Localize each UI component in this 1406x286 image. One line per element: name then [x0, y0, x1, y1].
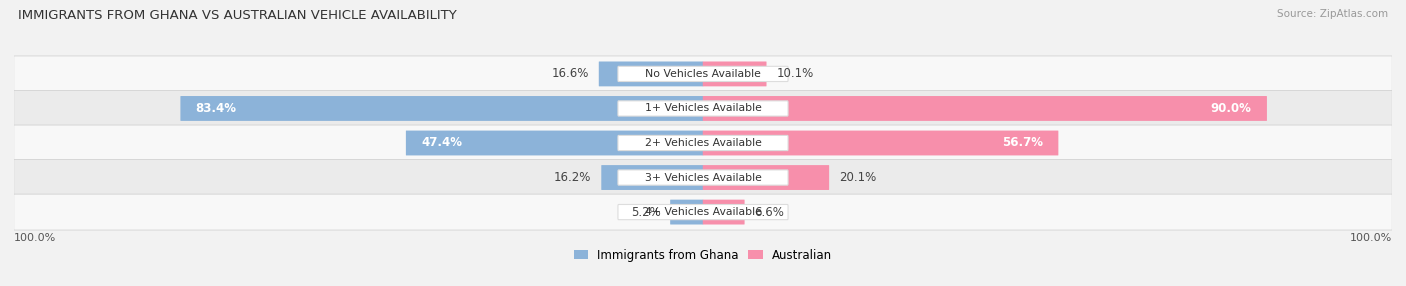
Text: IMMIGRANTS FROM GHANA VS AUSTRALIAN VEHICLE AVAILABILITY: IMMIGRANTS FROM GHANA VS AUSTRALIAN VEHI… — [18, 9, 457, 21]
FancyBboxPatch shape — [703, 61, 766, 86]
FancyBboxPatch shape — [671, 200, 703, 225]
FancyBboxPatch shape — [619, 135, 787, 151]
FancyBboxPatch shape — [619, 66, 787, 82]
Text: 2+ Vehicles Available: 2+ Vehicles Available — [644, 138, 762, 148]
FancyBboxPatch shape — [180, 96, 703, 121]
FancyBboxPatch shape — [14, 160, 1392, 196]
FancyBboxPatch shape — [703, 165, 830, 190]
FancyBboxPatch shape — [599, 61, 703, 86]
FancyBboxPatch shape — [619, 204, 787, 220]
FancyBboxPatch shape — [14, 194, 1392, 230]
FancyBboxPatch shape — [14, 56, 1392, 92]
Text: 3+ Vehicles Available: 3+ Vehicles Available — [644, 172, 762, 182]
Text: No Vehicles Available: No Vehicles Available — [645, 69, 761, 79]
Text: 5.2%: 5.2% — [631, 206, 661, 219]
Text: 56.7%: 56.7% — [1002, 136, 1043, 150]
Text: Source: ZipAtlas.com: Source: ZipAtlas.com — [1277, 9, 1388, 19]
Text: 100.0%: 100.0% — [14, 233, 56, 243]
FancyBboxPatch shape — [703, 131, 1059, 155]
Text: 47.4%: 47.4% — [422, 136, 463, 150]
FancyBboxPatch shape — [14, 90, 1392, 126]
Text: 90.0%: 90.0% — [1211, 102, 1251, 115]
Text: 10.1%: 10.1% — [776, 67, 814, 80]
Text: 100.0%: 100.0% — [1350, 233, 1392, 243]
Text: 4+ Vehicles Available: 4+ Vehicles Available — [644, 207, 762, 217]
FancyBboxPatch shape — [406, 131, 703, 155]
Text: 1+ Vehicles Available: 1+ Vehicles Available — [644, 104, 762, 114]
Text: 83.4%: 83.4% — [195, 102, 236, 115]
Text: 16.6%: 16.6% — [551, 67, 589, 80]
Text: 20.1%: 20.1% — [839, 171, 876, 184]
FancyBboxPatch shape — [703, 96, 1267, 121]
FancyBboxPatch shape — [14, 125, 1392, 161]
Legend: Immigrants from Ghana, Australian: Immigrants from Ghana, Australian — [574, 249, 832, 262]
Text: 16.2%: 16.2% — [554, 171, 592, 184]
Text: 6.6%: 6.6% — [755, 206, 785, 219]
FancyBboxPatch shape — [703, 200, 745, 225]
FancyBboxPatch shape — [619, 170, 787, 185]
FancyBboxPatch shape — [602, 165, 703, 190]
FancyBboxPatch shape — [619, 101, 787, 116]
